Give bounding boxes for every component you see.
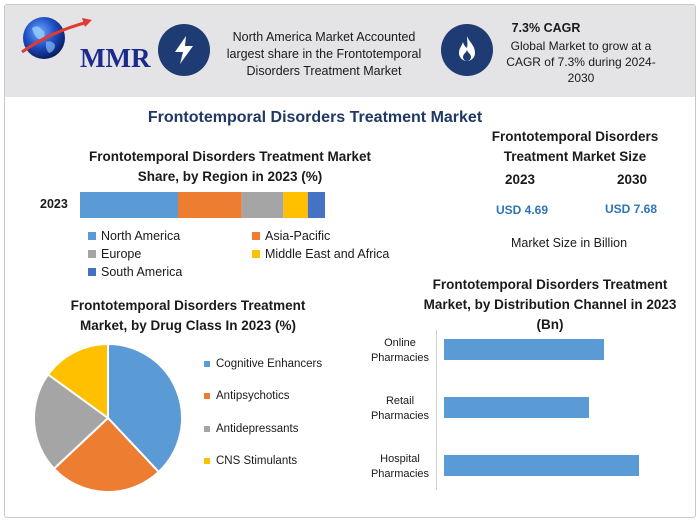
pie-legend-item-antipsychotics: Antipsychotics [204, 390, 290, 402]
legend-label: North America [101, 229, 181, 243]
legend-swatch [204, 458, 210, 464]
main-title: Frontotemporal Disorders Treatment Marke… [147, 109, 483, 126]
legend-label: Asia-Pacific [265, 229, 331, 243]
legend-swatch [88, 250, 96, 258]
region-legend-item-europe: Europe [88, 247, 141, 261]
legend-label: CNS Stimulants [216, 455, 298, 467]
pie-legend-item-cognitive-enhancers: Cognitive Enhancers [204, 358, 322, 370]
region-chart-year-label: 2023 [40, 197, 68, 211]
channel-category-label-online-pharmacies: Online Pharmacies [362, 336, 438, 366]
pie-slice-antipsychotics [52, 416, 161, 493]
legend-swatch [252, 250, 260, 258]
channel-chart-title: Frontotemporal Disorders Treatment Marke… [423, 277, 677, 332]
channel-category-label-hospital-pharmacies: Hospital Pharmacies [362, 452, 438, 482]
region-bar-segment-south-america [307, 192, 325, 218]
pie-legend-item-antidepressants: Antidepressants [204, 423, 298, 435]
channel-bar-retail-pharmacies [444, 397, 589, 418]
category-label-line: Online [384, 337, 416, 349]
region-legend-item-south-america: South America [88, 265, 182, 279]
channel-bar-online-pharmacies [444, 339, 604, 360]
region-highlight-text: North America Market Accounted largest s… [226, 30, 422, 78]
header-band [5, 5, 695, 97]
channel-category-label-retail-pharmacies: Retail Pharmacies [362, 394, 438, 424]
legend-label: Europe [101, 247, 142, 261]
category-label-line: Hospital [380, 453, 420, 465]
channel-bar-hospital-pharmacies [444, 455, 639, 476]
cagr-title: 7.3% CAGR [511, 21, 581, 35]
legend-swatch [88, 232, 96, 240]
region-bar-segment-middle-east-and-africa [283, 192, 308, 218]
brand-logo[interactable]: MMR [20, 12, 150, 73]
region-legend-item-middle-east-and-africa: Middle East and Africa [252, 247, 389, 261]
market-size-value-2023: USD 4.69 [496, 203, 549, 217]
region-legend-item-north-america: North America [88, 229, 180, 243]
cagr-text: Global Market to grow at a CAGR of 7.3% … [506, 39, 656, 85]
region-legend-item-asia-pacific: Asia-Pacific [252, 229, 330, 243]
region-stacked-bar [80, 192, 325, 218]
pie-slice-cognitive-enhancers [107, 342, 183, 474]
pie-slice-cns-stimulants [46, 342, 109, 420]
logo-text: MMR [80, 43, 151, 73]
legend-swatch [252, 232, 260, 240]
market-size-title: Frontotemporal Disorders Treatment Marke… [491, 129, 659, 164]
pie-slice-antidepressants [33, 373, 110, 471]
region-bar-segment-asia-pacific [178, 192, 242, 218]
legend-label: Cognitive Enhancers [216, 358, 323, 370]
legend-swatch [88, 268, 96, 276]
legend-label: Antidepressants [216, 423, 299, 435]
pie-legend-item-cns-stimulants: CNS Stimulants [204, 455, 297, 467]
drug-class-pie [33, 342, 183, 493]
legend-swatch [204, 393, 210, 399]
category-label-line: Retail [385, 395, 415, 407]
legend-swatch [204, 361, 210, 367]
flame-icon [441, 24, 493, 76]
channel-bar-chart [436, 330, 639, 490]
market-size-year-2023: 2023 [505, 172, 536, 187]
region-bar-segment-europe [241, 192, 284, 218]
legend-label: South America [101, 265, 183, 279]
category-label-line: Pharmacies [370, 352, 430, 364]
region-bar-segment-north-america [80, 192, 178, 218]
market-size-year-2030: 2030 [617, 172, 648, 187]
market-size-value-2030: USD 7.68 [605, 202, 658, 216]
legend-label: Middle East and Africa [265, 247, 390, 261]
category-label-line: Pharmacies [370, 468, 430, 480]
infographic-frame [4, 4, 696, 518]
market-size-unit-note: Market Size in Billion [511, 236, 628, 250]
drug-class-chart-title: Frontotemporal Disorders Treatment Marke… [70, 298, 306, 333]
region-chart-title: Frontotemporal Disorders Treatment Marke… [88, 149, 372, 184]
category-label-line: Pharmacies [370, 410, 430, 422]
globe-logo-icon [21, 17, 92, 59]
legend-label: Antipsychotics [216, 390, 290, 402]
legend-swatch [204, 426, 210, 432]
lightning-icon [158, 24, 210, 76]
